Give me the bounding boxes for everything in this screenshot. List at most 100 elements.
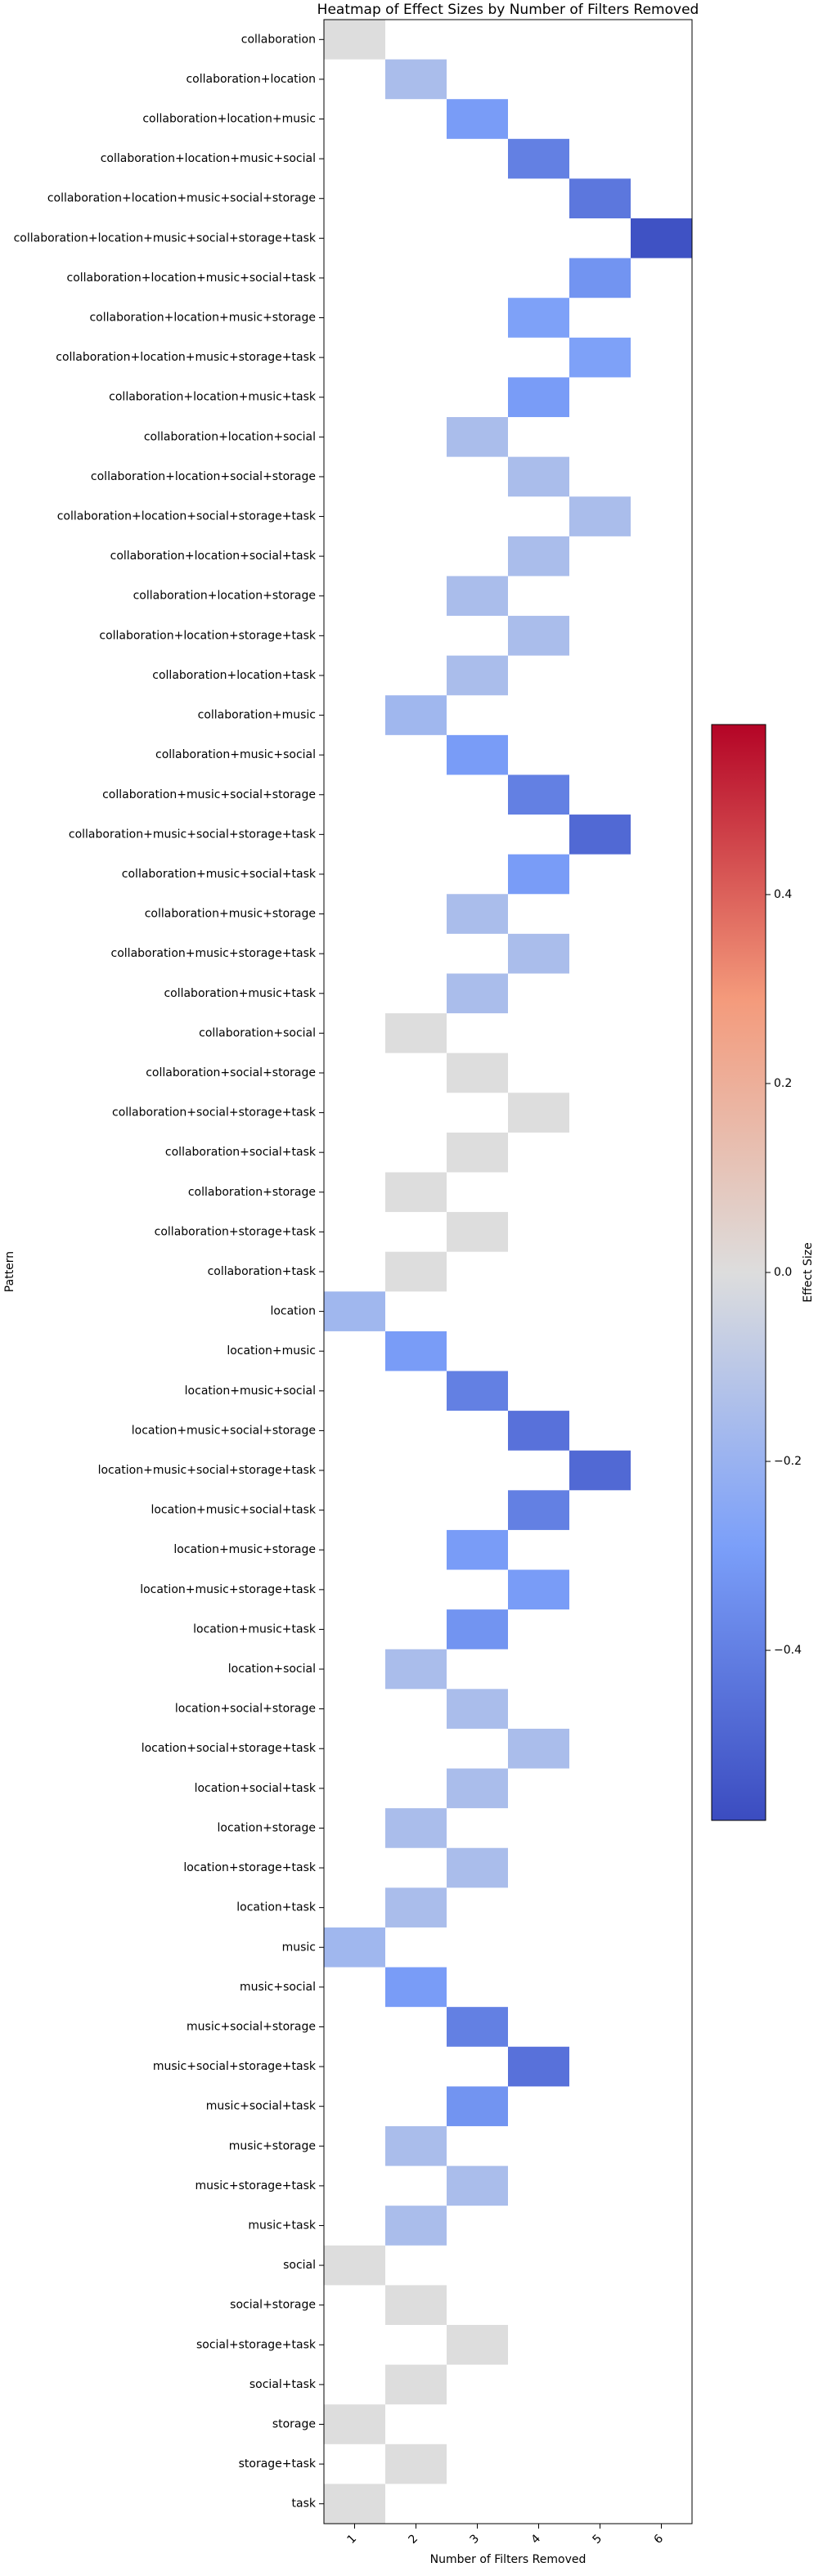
heatmap-cell — [385, 1331, 447, 1371]
y-tick-label: location+music+storage+task — [140, 1583, 317, 1596]
y-tick-label: collaboration+location+social+storage+ta… — [57, 510, 317, 523]
heatmap-cell — [508, 1490, 569, 1530]
colorbar-tick-label: −0.2 — [774, 1455, 802, 1468]
heatmap-cell — [324, 2484, 385, 2524]
y-tick-label: location+music+storage — [173, 1543, 316, 1556]
y-tick-label: collaboration+storage — [188, 1186, 316, 1199]
y-tick-label: location+music — [227, 1344, 316, 1358]
heatmap-cell — [324, 20, 385, 60]
x-tick-label: 5 — [591, 2532, 605, 2547]
heatmap-cell — [447, 2086, 508, 2126]
y-tick-label: social+storage — [230, 2299, 316, 2312]
heatmap-cell — [447, 1847, 508, 1888]
heatmap-cell — [447, 1529, 508, 1570]
x-tick-label: 2 — [407, 2532, 421, 2547]
y-tick-label: collaboration+music+social+storage+task — [69, 828, 317, 841]
heatmap-cell — [569, 178, 631, 219]
heatmap-cell — [569, 496, 631, 536]
heatmap-cell — [569, 258, 631, 298]
y-tick-label: music+social+storage — [187, 2020, 316, 2033]
colorbar-tick-label: 0.4 — [774, 888, 792, 901]
heatmap-cell — [508, 456, 569, 497]
heatmap-cell — [447, 2324, 508, 2365]
heatmap-cell — [508, 616, 569, 656]
x-tick-label: 1 — [345, 2532, 360, 2547]
colorbar-label: Effect Size — [802, 1242, 815, 1302]
x-tick-label: 6 — [652, 2532, 667, 2547]
y-tick-label: collaboration+storage+task — [155, 1225, 317, 1238]
y-tick-label: location — [270, 1305, 316, 1318]
heatmap-cell — [447, 1132, 508, 1173]
heatmap-cell — [385, 2206, 447, 2246]
y-tick-label: collaboration+location+social+task — [110, 550, 317, 563]
heatmap-cell — [508, 377, 569, 418]
heatmap-cell — [447, 2165, 508, 2206]
x-axis-label: Number of Filters Removed — [430, 2553, 587, 2566]
heatmap-cell — [447, 734, 508, 775]
heatmap-cell — [324, 1927, 385, 1968]
heatmap-cell — [447, 655, 508, 696]
heatmap-cell — [508, 774, 569, 815]
heatmap-cell — [324, 2245, 385, 2286]
y-tick-label: location+social+task — [195, 1782, 317, 1795]
y-tick-label: location+social — [228, 1663, 316, 1676]
heatmap-cell — [508, 854, 569, 895]
y-tick-label: task — [292, 2497, 317, 2511]
y-tick-label: storage — [272, 2417, 316, 2430]
y-tick-label: collaboration+music+social — [155, 748, 316, 761]
colorbar-tick-label: −0.4 — [774, 1644, 802, 1657]
y-tick-label: music — [282, 1941, 316, 1954]
heatmap-cell — [447, 1052, 508, 1093]
y-tick-label: collaboration+social+task — [165, 1146, 317, 1159]
heatmap-cell — [324, 1291, 385, 1331]
y-tick-label: music+storage+task — [195, 2179, 316, 2192]
heatmap-cell — [447, 1689, 508, 1729]
heatmap-cell — [447, 1212, 508, 1252]
y-tick-label: collaboration+location+social+storage — [91, 470, 316, 483]
heatmap-cell — [385, 695, 447, 735]
y-tick-label: collaboration+location+music+social+task — [67, 272, 317, 285]
heatmap-cell — [508, 1728, 569, 1769]
heatmap-cell — [385, 1649, 447, 1690]
y-tick-label: music+social+task — [206, 2100, 317, 2113]
heatmap-cell — [508, 2046, 569, 2087]
heatmap-cell — [508, 536, 569, 577]
chart-title: Heatmap of Effect Sizes by Number of Fil… — [317, 2, 699, 18]
heatmap-cell — [508, 138, 569, 179]
y-tick-label: collaboration+social — [199, 1026, 316, 1039]
y-tick-label: music+social+storage+task — [153, 2060, 317, 2073]
y-tick-label: collaboration+music+storage+task — [111, 947, 317, 960]
heatmap-cell — [631, 218, 692, 258]
y-tick-label: collaboration — [241, 33, 316, 46]
y-tick-label: collaboration+location+social — [144, 430, 316, 443]
y-tick-label: location+music+social+storage+task — [98, 1464, 317, 1477]
heatmap-cell — [385, 1172, 447, 1213]
heatmap-cell — [569, 815, 631, 855]
x-tick-label: 3 — [468, 2532, 483, 2547]
y-tick-label: location+task — [236, 1901, 317, 1914]
y-tick-label: collaboration+task — [208, 1265, 317, 1278]
heatmap-cell — [447, 894, 508, 934]
y-tick-label: collaboration+music+task — [164, 987, 316, 1000]
y-tick-label: collaboration+music+social+storage — [102, 788, 316, 801]
y-tick-label: collaboration+music+storage — [145, 908, 316, 921]
heatmap-cell — [508, 1569, 569, 1610]
heatmap-cell — [385, 2285, 447, 2325]
y-tick-label: music+social — [240, 1981, 316, 1994]
y-tick-label: location+storage+task — [183, 1861, 317, 1874]
y-tick-label: collaboration+location+storage+task — [99, 629, 317, 642]
heatmap-cell — [508, 298, 569, 338]
y-tick-label: collaboration+location+music+social+stor… — [14, 231, 317, 245]
heatmap-cell — [385, 1251, 447, 1292]
y-axis-label: Pattern — [3, 1251, 16, 1292]
y-tick-label: social+storage+task — [196, 2338, 317, 2351]
heatmap-cell — [385, 2364, 447, 2405]
y-tick-label: location+music+social — [185, 1384, 316, 1398]
heatmap-cell — [569, 337, 631, 378]
y-tick-label: collaboration+music+social+task — [122, 868, 317, 881]
y-tick-label: collaboration+location+music+social+stor… — [47, 192, 316, 205]
y-tick-label: storage+task — [239, 2457, 317, 2471]
y-tick-label: location+music+social+task — [151, 1504, 316, 1517]
y-tick-label: collaboration+location+task — [152, 669, 317, 682]
